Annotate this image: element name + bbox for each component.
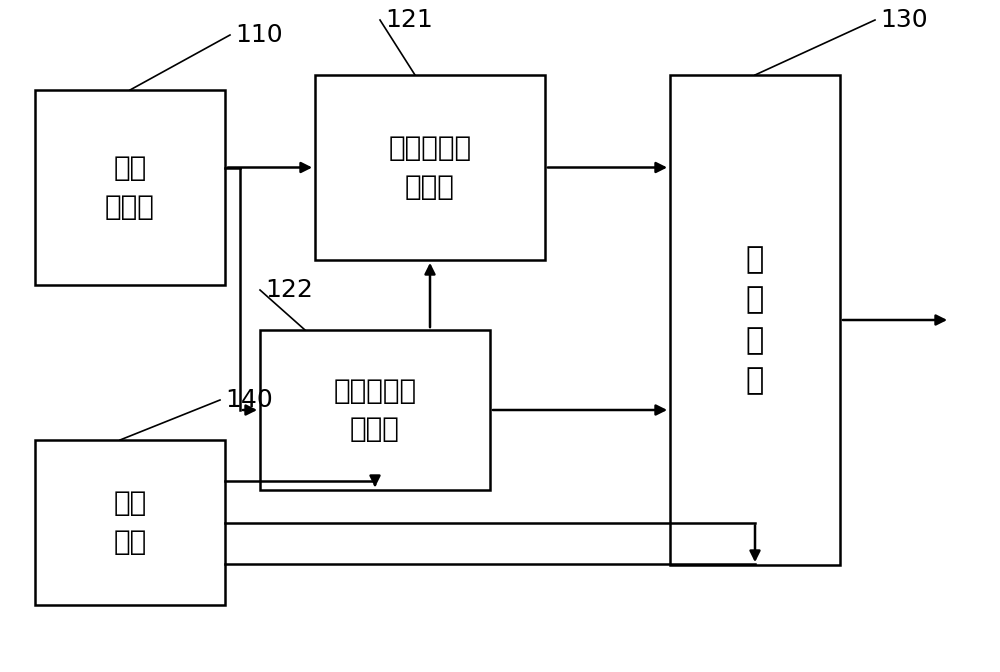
Text: 基准
频率源: 基准 频率源: [105, 154, 155, 221]
Bar: [315, 75, 545, 260]
Text: 第二频率合
成电路: 第二频率合 成电路: [333, 376, 417, 444]
Text: 110: 110: [235, 23, 283, 47]
Bar: [670, 75, 840, 565]
Text: 多
级
开
关: 多 级 开 关: [746, 245, 764, 395]
Bar: [35, 440, 225, 605]
Text: 121: 121: [385, 8, 433, 32]
Bar: [35, 90, 225, 285]
Text: 122: 122: [265, 278, 313, 302]
Text: 第一频率合
成电路: 第一频率合 成电路: [388, 134, 472, 201]
Text: 130: 130: [880, 8, 928, 32]
Bar: [260, 330, 490, 490]
Text: 控制
电路: 控制 电路: [113, 489, 147, 556]
Text: 140: 140: [225, 388, 273, 412]
